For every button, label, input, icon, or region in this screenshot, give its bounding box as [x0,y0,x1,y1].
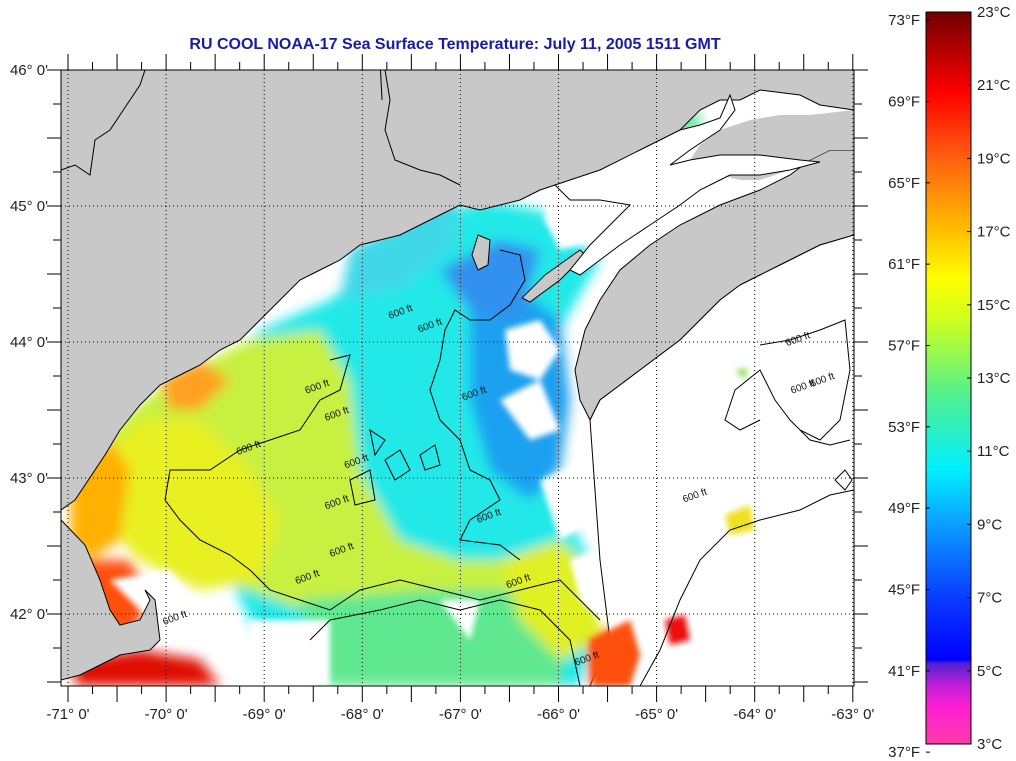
colorbar-c-label: 23°C [977,4,1011,21]
lon-tick-label: -64° 0' [733,706,776,723]
colorbar-c-label: 3°C [977,736,1002,753]
axis-ticks [47,54,868,702]
land-maine-newbrunswick [61,70,854,511]
contour-600ft-islands-2 [419,444,441,471]
contour-600ft-small [834,469,853,491]
colorbar-f-label: 61°F [888,256,920,273]
colorbar-c-label: 5°C [977,663,1002,680]
land-massachusetts [61,519,161,681]
sst-blue-fundy [440,240,540,320]
graticule [61,70,854,686]
lon-tick-label: -67° 0' [439,706,482,723]
colorbar-f-label: 37°F [888,744,920,761]
lat-tick-label: 44° 0' [10,334,48,351]
land-grand-manan [471,234,491,271]
longitude-tick-labels: -71° 0' -70° 0' -69° 0' -68° 0' -67° 0' -66° … [46,706,874,723]
colorbar-c-label: 9°C [977,516,1002,533]
sst-scotian-spots [590,368,755,686]
colorbar-f-label: 53°F [888,419,920,436]
colorbar-c-label: 19°C [977,150,1011,167]
colorbar-c-label: 17°C [977,224,1011,241]
colorbar-fahrenheit-labels: 73°F 69°F 65°F 61°F 57°F 53°F 49°F 45°F 41°F 37°F [888,12,920,761]
colorbar-c-label: 11°C [977,443,1010,460]
lon-tick-label: -69° 0' [243,706,286,723]
map-frame [60,69,855,687]
lat-tick-label: 45° 0' [10,198,48,215]
colorbar-f-label: 65°F [888,175,920,192]
contour-600ft-islands-3 [349,469,376,506]
contour-600ft-west-basin [164,354,601,621]
colorbar-f-label: 49°F [888,500,920,517]
colorbar-f-label: 69°F [888,93,920,110]
colorbar-f-label: 45°F [888,581,920,598]
lat-tick-label: 42° 0' [10,606,48,623]
sst-south-green [300,590,570,686]
political-borders [61,70,461,186]
colorbar-f-label: 73°F [888,12,920,29]
contour-600ft-islands-4 [369,428,386,457]
lon-tick-label: -66° 0' [537,706,580,723]
contour-600ft-ne-shelf [724,319,851,441]
map-title: RU COOL NOAA-17 Sea Surface Temperature:… [189,36,721,53]
colorbar-ticks [926,11,971,753]
colorbar-scale [925,11,972,745]
colorbar-c-label: 21°C [977,77,1011,94]
colorbar-c-label: 7°C [977,590,1002,607]
lat-tick-label: 46° 0' [10,62,48,79]
colorbar-f-label: 57°F [888,337,920,354]
contour-600ft-east-basin [429,249,526,561]
lat-tick-label: 43° 0' [10,470,48,487]
lon-tick-label: -68° 0' [341,706,384,723]
lon-tick-label: -63° 0' [831,706,874,723]
bay-of-fundy-water [554,93,821,276]
contour-600ft-ne-shelf-2 [799,429,851,446]
lon-tick-label: -71° 0' [46,706,89,723]
colorbar-c-label: 15°C [977,297,1011,314]
colorbar-c-label: 13°C [977,370,1011,387]
lon-tick-label: -65° 0' [635,706,678,723]
latitude-tick-labels: 46° 0' 45° 0' 44° 0' 43° 0' 42° 0' [10,62,48,623]
scotian-shelf-water [589,234,854,686]
land-masses [61,70,854,681]
colorbar-celsius-labels: 23°C 21°C 19°C 17°C 15°C 13°C 11°C 9°C 7°C 5°C 3°C [977,4,1011,753]
colorbar-f-label: 41°F [888,663,920,680]
colorbar: 73°F 69°F 65°F 61°F 57°F 53°F 49°F 45°F 41°F 37°F… [888,4,1011,761]
contour-600ft-islands-1 [384,449,411,481]
lon-tick-label: -70° 0' [145,706,188,723]
sst-west-yellow [90,420,280,590]
sst-maine-coastal [340,200,460,300]
contour-600ft-nw-shelf [639,489,854,686]
